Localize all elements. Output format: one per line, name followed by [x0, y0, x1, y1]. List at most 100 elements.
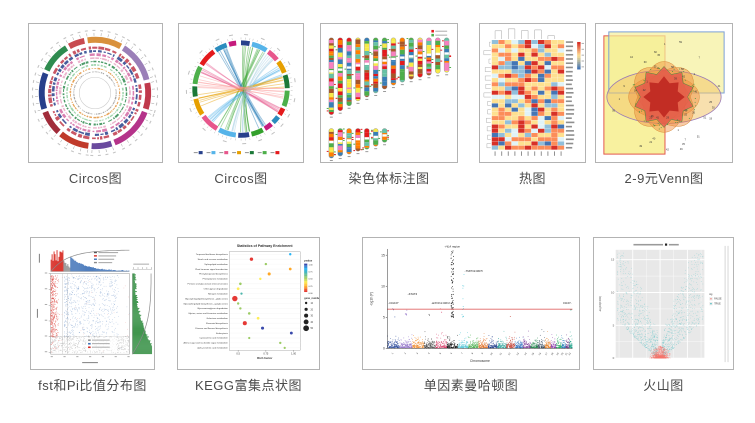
svg-text:3: 3 — [694, 72, 696, 76]
panel-circos-chord: Circos图 — [178, 23, 304, 187]
svg-text:1: 1 — [646, 80, 648, 84]
svg-text:20: 20 — [649, 115, 652, 119]
svg-text:1.00: 1.00 — [291, 352, 297, 356]
svg-text:Cyanoamino acid metabolism: Cyanoamino acid metabolism — [200, 337, 228, 340]
svg-text:gene_number: gene_number — [304, 296, 319, 300]
svg-text:10: 10 — [311, 303, 314, 305]
svg-text:56: 56 — [612, 108, 615, 112]
svg-text:40: 40 — [311, 322, 314, 324]
svg-text:Pentose and glucuronate interc: Pentose and glucuronate interconversions — [188, 283, 228, 286]
svg-text:Nitrogen metabolism: Nitrogen metabolism — [208, 292, 228, 295]
svg-text:35: 35 — [654, 65, 657, 69]
panel-caption: Circos图 — [68, 171, 123, 186]
svg-text:49: 49 — [639, 144, 642, 148]
manhattan-plot: 0 5 10 15 -log10 (P) 1 2 3 4 5 6 7 8 9 10 11 12 13 14 15 16 1… — [362, 237, 580, 370]
svg-text:35: 35 — [682, 142, 685, 146]
panel-venn: 41 14 58 46 21 60 41 60 39 59 56 48 35 1 9 46 51 50 25 49 29… — [595, 23, 733, 187]
panel-caption: 火山图 — [643, 378, 684, 393]
svg-text:0.50: 0.50 — [308, 279, 313, 281]
karyotype-svg — [326, 29, 452, 161]
svg-text:Endocytosis: Endocytosis — [216, 332, 228, 335]
panel-kegg-dotplot: Statistics of Pathway Enrichment Terpenoi… — [177, 237, 320, 394]
svg-text:Starch and sucrose metabolism: Starch and sucrose metabolism — [198, 258, 228, 261]
circos-tracks-svg — [31, 29, 159, 157]
svg-text:30: 30 — [311, 316, 314, 318]
svg-text:1: 1 — [664, 42, 666, 46]
panel-volcano: 0 5 10 15 -log10(FDR) sig FALSE TRUE 火山图 — [593, 237, 734, 394]
svg-text:9: 9 — [623, 84, 625, 88]
svg-text:Flavonoid biosynthesis: Flavonoid biosynthesis — [206, 322, 228, 325]
svg-text:48: 48 — [684, 108, 687, 112]
panel-caption: fst和Pi比值分布图 — [38, 378, 147, 393]
circos-chord-svg — [185, 34, 296, 155]
svg-text:alpha-Linolenic acid metabolis: alpha-Linolenic acid metabolism — [197, 347, 228, 350]
panel-caption: KEGG富集点状图 — [194, 378, 303, 393]
svg-text:Sphingolipid metabolism: Sphingolipid metabolism — [204, 263, 228, 266]
svg-text:60: 60 — [644, 60, 647, 64]
svg-text:42: 42 — [682, 75, 685, 79]
svg-text:50: 50 — [681, 67, 684, 71]
svg-text:60: 60 — [654, 50, 657, 54]
karyotype-plot — [320, 23, 458, 163]
svg-text:26: 26 — [651, 114, 654, 118]
svg-text:7: 7 — [699, 56, 701, 60]
panel-caption: Circos图 — [214, 171, 268, 186]
panel-circos-tracks: Circos图 — [28, 23, 163, 187]
svg-text:50: 50 — [311, 328, 314, 330]
svg-text:0.75: 0.75 — [263, 352, 269, 356]
heatmap-plot — [479, 23, 586, 163]
svg-text:14: 14 — [634, 89, 637, 93]
svg-text:Terpenoid backbone biosynthesi: Terpenoid backbone biosynthesis — [196, 253, 228, 256]
panel-caption: 染色体标注图 — [348, 171, 430, 186]
svg-text:20: 20 — [311, 309, 314, 311]
svg-text:59: 59 — [679, 40, 682, 44]
volcano-plot: 0 5 10 15 -log10(FDR) sig FALSE TRUE — [593, 237, 734, 370]
svg-text:Galactose metabolism: Galactose metabolism — [206, 317, 228, 320]
panel-caption: 单因素曼哈顿图 — [423, 378, 519, 393]
svg-text:Flavone and flavonol biosynthe: Flavone and flavonol biosynthesis — [195, 327, 227, 330]
svg-text:42: 42 — [643, 88, 646, 92]
svg-text:51: 51 — [703, 115, 706, 119]
panel-manhattan: 0 5 10 15 -log10 (P) 1 2 3 4 5 6 7 8 9 10 11 12 13 14 15 16 1… — [362, 237, 580, 394]
svg-text:58: 58 — [671, 65, 674, 69]
svg-text:41: 41 — [718, 84, 721, 88]
svg-text:46: 46 — [680, 147, 683, 151]
svg-text:30: 30 — [712, 105, 715, 109]
svg-text:1.00: 1.00 — [308, 265, 313, 267]
svg-text:Other glycan degradation: Other glycan degradation — [204, 288, 229, 291]
svg-text:3: 3 — [657, 66, 659, 70]
svg-text:pvalue: pvalue — [304, 259, 313, 263]
panel-karyotype: 染色体标注图 — [320, 23, 458, 187]
circos-chord-plot — [178, 23, 304, 163]
svg-text:35: 35 — [657, 53, 660, 57]
svg-text:0.00: 0.00 — [308, 293, 313, 295]
svg-text:42: 42 — [666, 148, 669, 152]
svg-text:Phenylalanine metabolism: Phenylalanine metabolism — [203, 278, 228, 281]
svg-text:25: 25 — [684, 112, 687, 116]
svg-text:Glycosphingolipid biosynthesis: Glycosphingolipid biosynthesis - globo s… — [185, 297, 228, 300]
panel-fst-pi: fst和Pi比值分布图 — [30, 237, 155, 394]
svg-text:Glycosaminoglycan degradation: Glycosaminoglycan degradation — [197, 307, 228, 310]
venn-plot: 41 14 58 46 21 60 41 60 39 59 56 48 35 1 9 46 51 50 25 49 29… — [595, 23, 733, 163]
fst-pi-plot — [30, 237, 155, 370]
svg-text:41: 41 — [656, 116, 659, 120]
panel-caption: 2-9元Venn图 — [624, 171, 704, 186]
svg-text:7: 7 — [685, 138, 687, 142]
svg-text:Amino sugar and nucleotide sug: Amino sugar and nucleotide sugar metabol… — [183, 342, 228, 345]
kegg-dotplot-plot: Statistics of Pathway Enrichment Terpenoi… — [177, 237, 320, 370]
svg-text:1: 1 — [677, 128, 679, 132]
svg-text:26: 26 — [692, 111, 695, 115]
svg-text:Rich factor: Rich factor — [257, 356, 273, 360]
svg-text:0.75: 0.75 — [308, 272, 313, 274]
svg-text:0.5: 0.5 — [236, 352, 240, 356]
svg-text:25: 25 — [709, 100, 712, 104]
svg-text:1: 1 — [619, 97, 621, 101]
svg-text:44: 44 — [630, 55, 633, 59]
panel-caption: 热图 — [518, 171, 546, 186]
svg-text:0.25: 0.25 — [308, 286, 313, 288]
svg-text:40: 40 — [652, 136, 655, 140]
svg-text:46: 46 — [694, 89, 697, 93]
